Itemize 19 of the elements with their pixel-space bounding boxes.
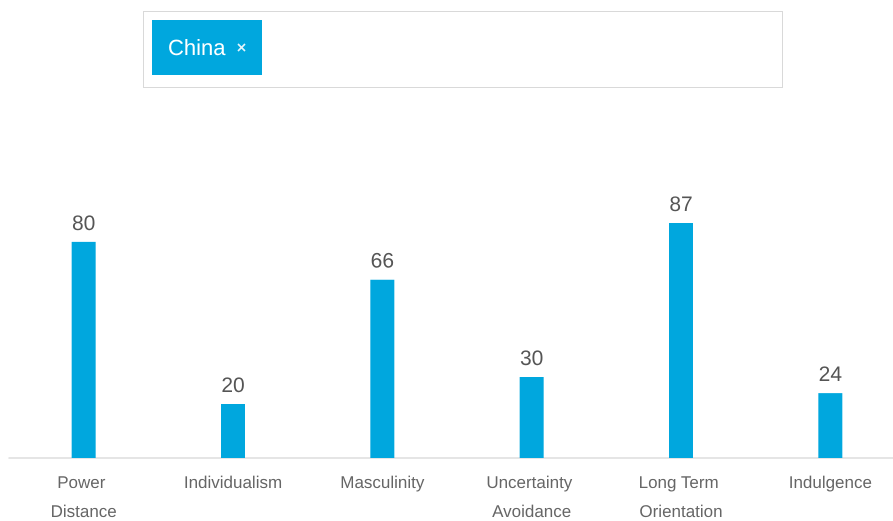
bar	[669, 223, 693, 458]
data-label: 30	[520, 346, 544, 370]
x-tick-label: Indulgence	[788, 473, 872, 492]
data-label: 87	[669, 193, 693, 216]
bar	[818, 393, 842, 458]
select-field: China	[143, 11, 783, 88]
data-label: 80	[72, 212, 96, 235]
x-tick-label: Individualism	[184, 473, 282, 492]
x-tick-label: Long Term Orientation	[638, 473, 724, 521]
bar	[221, 404, 245, 458]
data-label: 20	[221, 374, 245, 397]
x-tick-label: Uncertainty Avoidance	[486, 473, 578, 521]
bar	[520, 376, 544, 458]
data-label: 66	[370, 250, 394, 273]
x-tick-label: Masculinity	[340, 473, 425, 492]
data-label: 24	[818, 363, 842, 386]
bar	[370, 280, 394, 458]
bar	[72, 242, 96, 458]
x-tick-label: Power Distance	[50, 473, 117, 521]
